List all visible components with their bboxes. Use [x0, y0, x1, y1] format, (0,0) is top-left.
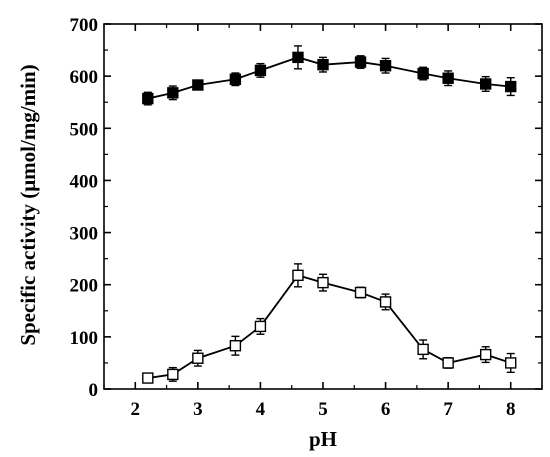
x-tick-label: 4 — [256, 399, 266, 420]
data-point — [167, 368, 179, 381]
data-point — [317, 276, 329, 289]
plot-frame — [103, 23, 543, 390]
y-tick-label: 200 — [70, 276, 99, 297]
data-point — [379, 296, 392, 308]
x-tick-label: 3 — [193, 399, 203, 420]
data-point — [317, 58, 329, 71]
data-point — [479, 78, 492, 90]
y-tick-label: 300 — [70, 224, 99, 245]
data-point — [354, 286, 367, 299]
data-point — [417, 67, 429, 80]
data-point — [354, 56, 367, 68]
series-layer — [142, 45, 517, 384]
data-point — [442, 357, 454, 369]
data-point — [417, 343, 429, 356]
data-point — [142, 372, 154, 384]
data-point — [142, 92, 154, 105]
data-point — [229, 73, 242, 85]
x-tick-label: 8 — [506, 399, 516, 420]
series-1 — [142, 45, 517, 106]
data-point — [292, 51, 304, 64]
y-tick-label: 600 — [70, 67, 99, 88]
series-2 — [142, 263, 517, 384]
y-axis-title: Specific activity (μmol/mg/min) — [16, 64, 40, 345]
x-tick-label: 6 — [381, 399, 391, 420]
axis-ticks: 2 3 4 5 6 7 8 0 100 200 300 400 500 600 700 — [70, 15, 543, 420]
data-point — [229, 340, 242, 352]
data-point — [379, 60, 392, 72]
y-tick-label: 500 — [70, 119, 99, 140]
series-line — [147, 56, 511, 100]
data-point — [254, 320, 267, 333]
data-point — [505, 357, 517, 369]
data-point — [167, 87, 179, 99]
data-point — [292, 269, 304, 282]
data-point — [254, 64, 267, 77]
y-tick-label: 0 — [89, 380, 99, 401]
x-tick-label: 5 — [318, 399, 328, 420]
y-tick-label: 700 — [70, 15, 99, 36]
plot-border — [103, 23, 543, 390]
data-point — [505, 80, 517, 93]
x-tick-label: 7 — [443, 399, 453, 420]
y-tick-label: 400 — [70, 171, 99, 192]
y-tick-label: 100 — [70, 328, 99, 349]
data-point — [192, 352, 204, 364]
data-point — [479, 348, 492, 361]
data-point — [192, 79, 204, 91]
data-point — [442, 72, 454, 84]
x-axis-title: pH — [309, 427, 337, 451]
x-tick-label: 2 — [131, 399, 141, 420]
